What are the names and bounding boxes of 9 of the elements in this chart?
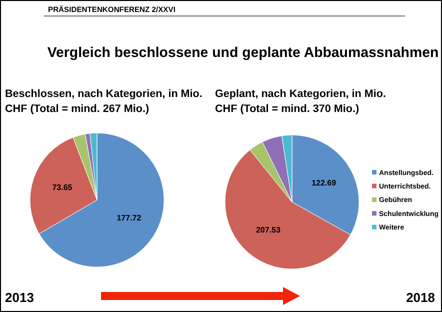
data-label: 73.65: [52, 182, 73, 192]
text: 2013: [5, 290, 34, 305]
chart-title: Beschlossen, nach Kategorien, in Mio. CHF (Total = mind. 267 Mio.): [5, 88, 202, 115]
data-label: 177.72: [116, 213, 142, 222]
data-label: 207.53: [256, 225, 281, 234]
chart-title: Geplant, nach Kategorien, in Mio. CHF (Total = mind. 370 Mio.): [215, 88, 386, 115]
text: Vergleich beschlossene und geplante Abbaumassnahmen: [47, 45, 439, 61]
data-label: 122.69: [312, 178, 337, 188]
text: 2018: [406, 290, 435, 305]
